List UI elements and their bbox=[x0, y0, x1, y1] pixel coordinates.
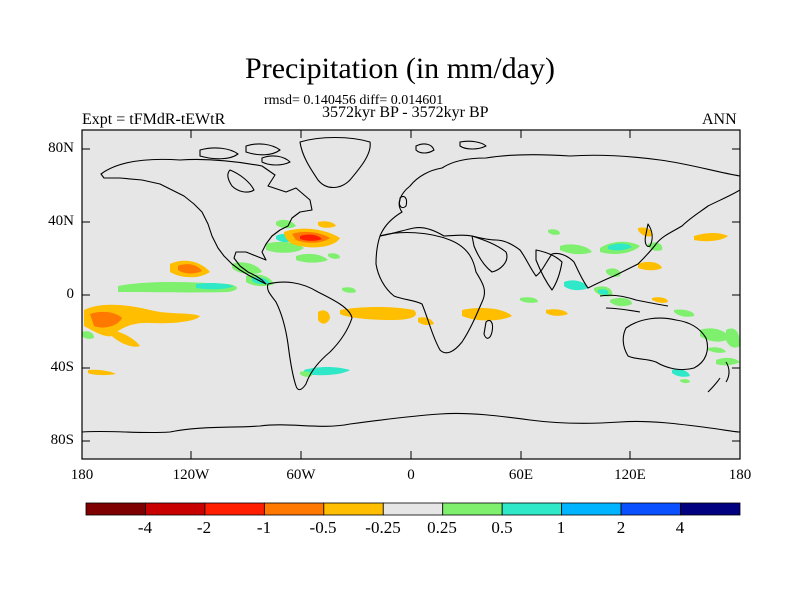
lon-tick-label: 60E bbox=[508, 467, 534, 483]
anomaly-contours bbox=[82, 219, 740, 384]
coastline-north-america bbox=[100, 158, 313, 285]
colorbar-label: 0.5 bbox=[491, 518, 513, 537]
anomaly-patch-green bbox=[716, 357, 740, 366]
anomaly-patch-orange bbox=[418, 317, 434, 326]
coastline-hudson-bay bbox=[227, 169, 255, 193]
coastline-africa bbox=[375, 232, 485, 354]
anomaly-patch-orange bbox=[694, 233, 728, 242]
colorbar-label: -4 bbox=[137, 518, 153, 537]
anomaly-patch-green bbox=[520, 297, 538, 303]
anomaly-patch-cyan bbox=[196, 282, 234, 290]
lon-tick-label: 180 bbox=[70, 467, 94, 483]
colorbar-label: 0.25 bbox=[427, 518, 457, 537]
coastline-japan bbox=[644, 223, 653, 247]
anomaly-patch-orange bbox=[462, 308, 512, 321]
colorbar-label: -2 bbox=[196, 518, 212, 537]
lon-tick-label: 120E bbox=[614, 467, 646, 483]
colorbar-label: 1 bbox=[556, 518, 566, 537]
colorbar-swatch bbox=[620, 502, 681, 516]
anomaly-patch-green bbox=[560, 244, 592, 255]
anomaly-patch-cyan bbox=[564, 280, 588, 291]
anomaly-patch-orange bbox=[84, 304, 200, 337]
season-label: ANN bbox=[702, 111, 737, 128]
anomaly-patch-cyan bbox=[672, 369, 690, 377]
anomaly-patch-green bbox=[680, 379, 690, 384]
lon-tick-label: 60W bbox=[286, 467, 316, 483]
anomaly-patch-orange bbox=[318, 310, 330, 324]
coastlines bbox=[82, 137, 740, 434]
colorbar-label: -1 bbox=[256, 518, 272, 537]
period-label: 3572kyr BP - 3572kyr BP bbox=[322, 104, 489, 121]
coastline-madagascar bbox=[483, 319, 494, 339]
colorbar-swatch bbox=[145, 502, 206, 516]
anomaly-patch-cyan bbox=[608, 243, 632, 251]
lat-tick-label: 80N bbox=[48, 140, 74, 156]
colorbar-label: 2 bbox=[616, 518, 626, 537]
lat-tick-label: 80S bbox=[50, 432, 74, 448]
anomaly-patch-green bbox=[342, 287, 356, 293]
coastline-uk bbox=[398, 195, 408, 209]
anomaly-patch-orange bbox=[112, 330, 140, 347]
anomaly-patch-green bbox=[300, 371, 312, 377]
lon-tick-label: 120W bbox=[172, 467, 210, 483]
colorbar-swatch bbox=[323, 502, 384, 516]
coastline-south-america bbox=[266, 281, 353, 391]
colorbar-swatch bbox=[501, 502, 563, 516]
lon-tick-label: 0 bbox=[407, 467, 415, 483]
coastline-arabia bbox=[471, 235, 508, 273]
rmsd-diff-stats: rmsd= 0.140456 diff= 0.014601 bbox=[264, 93, 444, 108]
anomaly-patch-green bbox=[700, 328, 730, 342]
anomaly-patch-green bbox=[548, 229, 560, 235]
anomaly-patch-darkorange bbox=[90, 311, 122, 328]
colorbar-label: -0.25 bbox=[365, 518, 401, 537]
anomaly-patch-orange bbox=[652, 297, 668, 303]
anomaly-patch-green bbox=[610, 297, 632, 307]
anomaly-patch-orange bbox=[638, 261, 662, 271]
plot-title: Precipitation (in mm/day) bbox=[245, 52, 555, 85]
colorbar-label: 4 bbox=[675, 518, 685, 537]
coastline-arctic-islands bbox=[199, 143, 291, 166]
colorbar-swatch bbox=[382, 502, 444, 516]
colorbar-swatch bbox=[442, 502, 503, 516]
colorbar-swatch bbox=[263, 502, 325, 516]
coastline-greenland bbox=[299, 137, 371, 189]
anomaly-patch-cyan bbox=[598, 289, 609, 295]
anomaly-patch-green bbox=[674, 309, 695, 317]
axis-ticks bbox=[82, 130, 740, 459]
anomaly-patch-orange bbox=[318, 221, 336, 228]
anomaly-patch-darkred bbox=[300, 234, 322, 241]
lat-tick-label: 40N bbox=[48, 213, 74, 229]
coastline-svalbard bbox=[415, 140, 487, 154]
experiment-label: Expt = tFMdR-tEWtR bbox=[82, 111, 226, 128]
anomaly-patch-green bbox=[276, 219, 296, 229]
coastline-new-zealand bbox=[707, 361, 730, 393]
coastline-india bbox=[535, 249, 563, 291]
colorbar-swatch bbox=[561, 502, 622, 516]
colorbar-swatch bbox=[680, 502, 741, 516]
anomaly-patch-green bbox=[708, 347, 726, 353]
map-plot-area bbox=[82, 130, 740, 459]
coastline-indonesia bbox=[599, 294, 669, 313]
anomaly-patch-cyan bbox=[304, 367, 350, 376]
lat-tick-label: 0 bbox=[66, 286, 75, 302]
coastline-antarctica bbox=[82, 412, 740, 434]
colorbar-label: -0.5 bbox=[309, 518, 337, 537]
anomaly-patch-orange bbox=[340, 307, 416, 320]
coastline-australia bbox=[622, 317, 709, 371]
colorbar bbox=[85, 502, 741, 516]
lat-tick-label: 40S bbox=[50, 359, 74, 375]
coastline-europe-asia bbox=[379, 154, 740, 289]
anomaly-patch-green bbox=[328, 253, 340, 259]
anomaly-patch-darkorange bbox=[178, 264, 202, 274]
anomaly-patch-green bbox=[296, 253, 328, 263]
colorbar-swatch bbox=[85, 502, 146, 516]
anomaly-patch-orange bbox=[88, 369, 116, 376]
anomaly-patch-orange bbox=[638, 227, 653, 237]
anomaly-patch-green bbox=[82, 331, 94, 339]
anomaly-patch-green bbox=[726, 328, 740, 348]
colorbar-swatch bbox=[204, 502, 265, 516]
anomaly-patch-orange bbox=[546, 309, 568, 316]
lon-tick-label: 180 bbox=[728, 467, 752, 483]
